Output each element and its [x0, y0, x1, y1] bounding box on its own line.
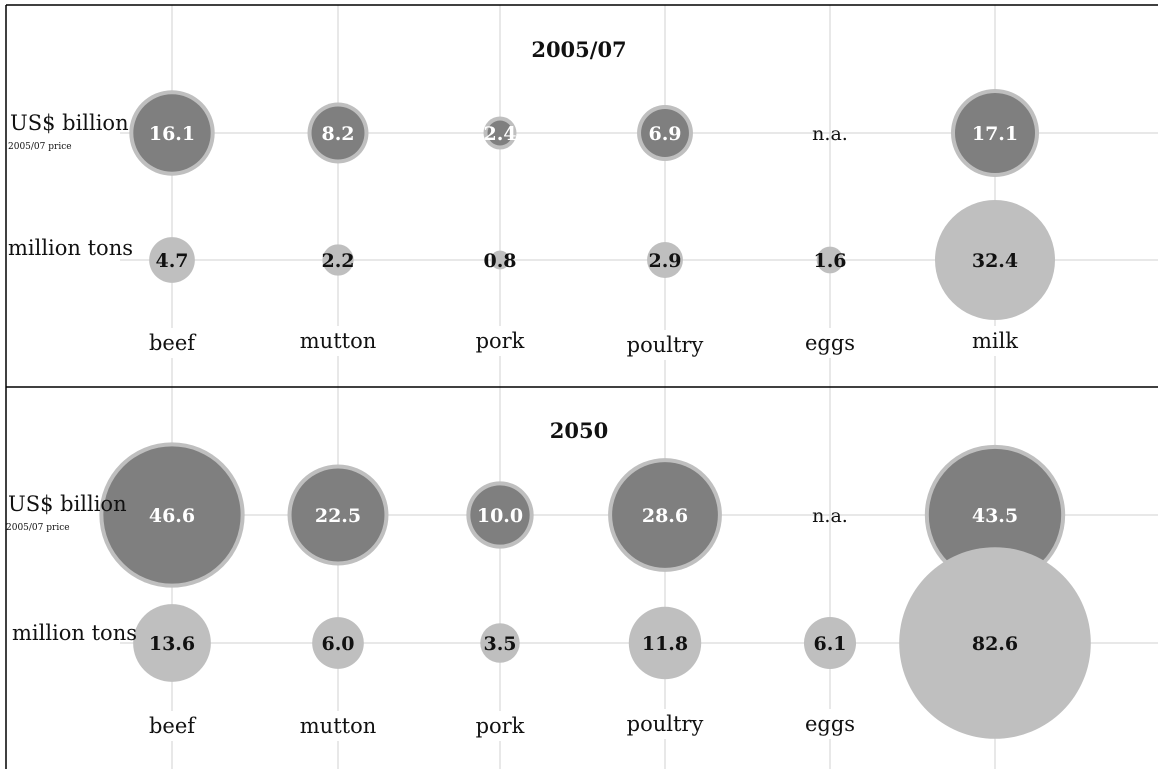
- frame: [5, 4, 1158, 769]
- bubble: [935, 200, 1055, 320]
- bubble: [133, 604, 211, 682]
- row-sublabel-price-basis: 2005/07 price: [6, 523, 70, 533]
- bubble: [311, 106, 365, 160]
- bubble: [899, 547, 1091, 739]
- data-label: 32.4: [972, 250, 1018, 272]
- data-label: 43.5: [972, 505, 1018, 527]
- series-tons: 4.7 2.2 0.8 2.9 1.6 32.4: [149, 200, 1055, 320]
- category-label-pork: pork: [476, 329, 525, 353]
- category-label-beef: beef: [149, 331, 197, 355]
- data-label: 6.1: [813, 633, 846, 655]
- bubble: [133, 94, 211, 172]
- bubble: [103, 446, 241, 584]
- bubble: [955, 93, 1035, 173]
- data-label: 10.0: [477, 505, 523, 527]
- data-label-na: n.a.: [812, 123, 848, 145]
- data-label: 2.2: [321, 250, 354, 272]
- data-label: 82.6: [972, 633, 1018, 655]
- category-label-backdrop: [623, 709, 707, 739]
- data-label: 13.6: [149, 633, 195, 655]
- category-label-backdrop: [968, 326, 1022, 356]
- data-label: 22.5: [315, 505, 361, 527]
- row-label-value: US$ billion: [10, 111, 129, 135]
- category-label-pork: pork: [476, 714, 525, 738]
- category-label-backdrop: [473, 326, 527, 356]
- category-label-beef: beef: [149, 714, 197, 738]
- data-label: 11.8: [642, 633, 688, 655]
- category-label-eggs: eggs: [805, 331, 855, 355]
- category-label-backdrop: [145, 328, 199, 358]
- category-label-mutton: mutton: [300, 714, 376, 738]
- category-label-poultry: poultry: [627, 333, 704, 357]
- data-label: 2.9: [648, 250, 681, 272]
- data-label: 6.0: [321, 633, 354, 655]
- category-label-milk: milk: [972, 329, 1018, 353]
- bubble: [816, 246, 844, 274]
- category-label-mutton: mutton: [300, 329, 376, 353]
- bubble: [803, 616, 857, 670]
- data-label: 0.8: [483, 250, 516, 272]
- row-label-value: US$ billion: [8, 492, 127, 516]
- data-label: 6.9: [648, 123, 681, 145]
- data-label: 1.6: [813, 250, 846, 272]
- data-label: 28.6: [642, 505, 688, 527]
- data-label: 46.6: [149, 505, 195, 527]
- bubble: [291, 468, 385, 562]
- bubble: [641, 109, 689, 157]
- data-label: 2.4: [483, 123, 516, 145]
- category-label-backdrop: [803, 328, 857, 358]
- bubble: [322, 244, 354, 276]
- category-label-backdrop: [473, 711, 527, 741]
- bubble: [628, 606, 702, 680]
- row-label-tons: million tons: [12, 621, 137, 645]
- category-label-backdrop: [803, 709, 857, 739]
- bubble: [647, 242, 683, 278]
- series-value: 46.6 22.5 10.0 28.6 n.a. 43.5: [99, 442, 1066, 588]
- data-label: 3.5: [483, 633, 516, 655]
- category-label-backdrop: [623, 330, 707, 360]
- row-label-tons: million tons: [8, 236, 133, 260]
- data-label-na: n.a.: [812, 505, 848, 527]
- bubble: [487, 120, 513, 146]
- row-sublabel-price-basis: 2005/07 price: [8, 142, 72, 152]
- data-label: 17.1: [972, 123, 1018, 145]
- category-label-backdrop: [301, 326, 375, 356]
- bubble: [490, 250, 510, 270]
- data-label: 4.7: [155, 250, 188, 272]
- category-label-eggs: eggs: [805, 712, 855, 736]
- series-tons: 13.6 6.0 3.5 11.8 6.1 82.6: [133, 547, 1091, 739]
- data-label: 8.2: [321, 123, 354, 145]
- series-value: 16.1 8.2 2.4 6.9 n.a. 17.1: [129, 89, 1039, 177]
- bubble: [612, 462, 718, 568]
- panel-2050: 2050beefmuttonporkpoultryeggsmilk46.622.…: [6, 418, 1091, 741]
- category-label-poultry: poultry: [627, 712, 704, 736]
- bubble: [480, 623, 520, 663]
- panel-2005-07: 2005/07 beef mutton pork poultry eggs milk 16.1…: [8, 37, 1055, 360]
- panel-title: 2005/07: [531, 37, 626, 62]
- category-label-backdrop: [145, 711, 199, 741]
- bubble: [470, 485, 530, 545]
- category-label-backdrop: [301, 711, 375, 741]
- data-label: 16.1: [149, 123, 195, 145]
- bubble: [928, 448, 1062, 582]
- bubble: [312, 617, 364, 669]
- bubble: [149, 237, 195, 283]
- panel-title: 2050: [550, 418, 608, 443]
